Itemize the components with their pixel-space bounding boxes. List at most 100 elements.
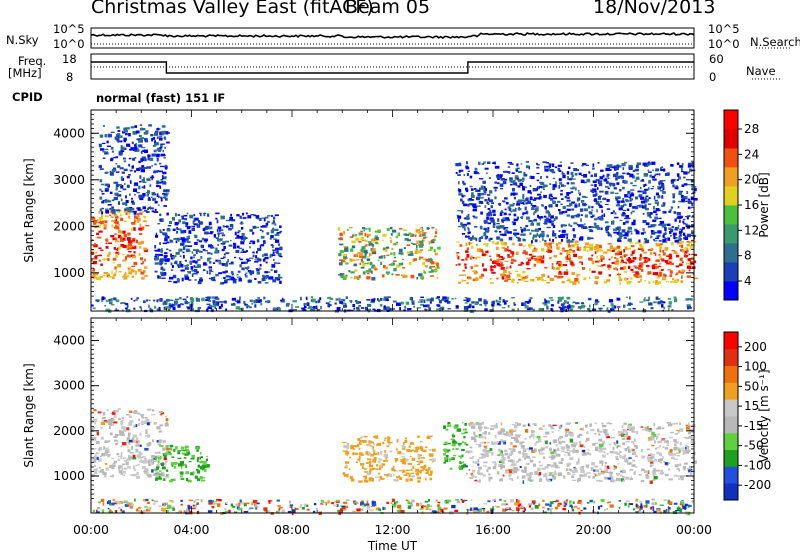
- power-cell: [575, 214, 580, 218]
- power-cell: [256, 271, 260, 275]
- velocity-cell: [607, 477, 612, 480]
- velocity-cell: [97, 411, 102, 414]
- power-cell: [134, 194, 136, 196]
- power-cell: [273, 216, 276, 220]
- power-cell: [678, 200, 682, 203]
- velocity-cell: [538, 439, 542, 443]
- power-cell: [494, 165, 500, 169]
- power-cell: [169, 239, 172, 242]
- power-cell: [375, 239, 378, 242]
- power-cell: [594, 218, 597, 221]
- power-cell: [458, 170, 461, 173]
- velocity-cell: [676, 429, 681, 432]
- power-cell: [515, 169, 519, 172]
- power-cell: [208, 226, 213, 230]
- power-cell: [680, 241, 684, 245]
- velocity-cell: [594, 465, 598, 468]
- power-cell: [127, 232, 131, 236]
- velocity-cell: [632, 449, 635, 451]
- power-cell: [526, 229, 529, 231]
- power-cell: [527, 229, 531, 231]
- velocity-cell: [148, 463, 152, 466]
- power-cell: [617, 177, 621, 179]
- velocity-cell: [92, 458, 95, 461]
- power-cell: [544, 221, 548, 225]
- velocity-cell: [653, 472, 657, 476]
- velocity-cell: [477, 458, 480, 463]
- power-cell: [502, 233, 507, 237]
- velocity-cell: [468, 422, 473, 425]
- power-cell: [180, 242, 185, 246]
- velocity-cell: [628, 449, 631, 453]
- power-cell: [639, 262, 641, 266]
- power-cell: [643, 184, 646, 188]
- power-cell: [103, 258, 108, 261]
- velocity-cell: [126, 427, 130, 431]
- power-cell: [105, 308, 110, 312]
- velocity-cell: [569, 438, 574, 440]
- velocity-cell: [632, 451, 637, 454]
- power-cell: [553, 255, 558, 258]
- power-cell: [100, 249, 104, 252]
- power-cell: [626, 199, 629, 203]
- power-cell: [426, 227, 430, 230]
- velocity-cell: [352, 452, 355, 456]
- power-cell: [677, 225, 680, 227]
- power-cell: [173, 300, 179, 304]
- power-cell: [638, 247, 643, 250]
- power-cell: [113, 197, 118, 201]
- power-cell: [386, 228, 390, 232]
- power-cell: [592, 214, 595, 218]
- power-cell: [636, 173, 640, 175]
- power-cell: [488, 238, 491, 242]
- power-cell: [546, 281, 550, 284]
- power-cell: [683, 223, 687, 225]
- power-cell: [617, 245, 621, 249]
- power-cell: [504, 178, 508, 181]
- velocity-cell: [395, 460, 397, 463]
- velocity-cell: [514, 437, 518, 441]
- power-cell: [429, 298, 434, 302]
- velocity-cell: [677, 447, 682, 451]
- velocity-cell: [585, 464, 590, 468]
- power-cell: [141, 186, 145, 189]
- power-cell: [470, 266, 473, 270]
- power-cell: [442, 296, 447, 300]
- velocity-cell: [181, 452, 186, 455]
- velocity-cell: [512, 445, 517, 448]
- power-cell: [518, 279, 523, 281]
- power-cell: [187, 271, 192, 273]
- power-cell: [254, 259, 258, 261]
- power-cell: [614, 305, 617, 309]
- power-cell: [669, 209, 672, 212]
- power-cell: [507, 246, 509, 248]
- power-cell: [403, 233, 408, 236]
- power-cell: [91, 217, 96, 220]
- power-cell: [682, 227, 685, 230]
- velocity-cell: [656, 451, 660, 455]
- power-cell: [685, 248, 688, 250]
- power-cell: [507, 231, 512, 234]
- velocity-cell: [657, 433, 660, 436]
- power-cell: [420, 303, 424, 306]
- power-cell: [160, 266, 164, 270]
- power-cell: [641, 179, 644, 181]
- velocity-cell: [399, 477, 403, 480]
- power-cell: [365, 244, 368, 247]
- power-cell: [624, 161, 627, 164]
- power-cell: [202, 228, 206, 232]
- power-cell: [406, 244, 411, 246]
- power-cell: [563, 271, 569, 275]
- power-cell: [644, 203, 647, 207]
- velocity-cell: [649, 456, 654, 460]
- power-cell: [654, 201, 660, 204]
- power-cell: [466, 161, 468, 165]
- power-cell: [637, 280, 641, 283]
- power-cell: [639, 186, 642, 190]
- power-cell: [477, 192, 481, 197]
- power-cell: [663, 306, 666, 310]
- velocity-cell: [138, 451, 142, 454]
- power-cell: [270, 214, 273, 217]
- velocity-cell: [573, 442, 578, 446]
- power-cell: [126, 304, 129, 308]
